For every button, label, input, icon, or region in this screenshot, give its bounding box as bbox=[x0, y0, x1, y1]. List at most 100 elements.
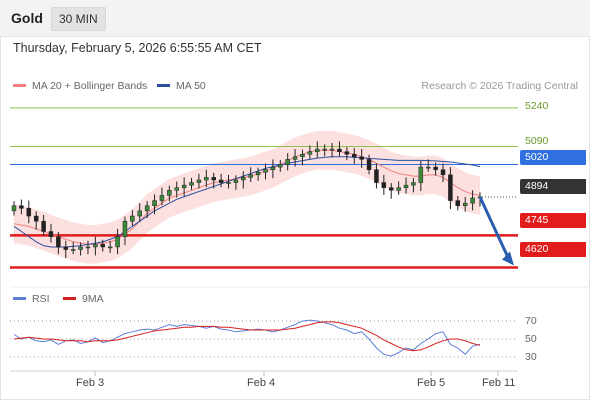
candle-body bbox=[255, 172, 261, 176]
candle-body bbox=[448, 174, 453, 201]
candle-body bbox=[322, 148, 327, 151]
legend-ma50-label: MA 50 bbox=[176, 80, 206, 92]
legend-ma20: MA 20 + Bollinger Bands bbox=[13, 80, 147, 92]
candle-body bbox=[107, 246, 113, 249]
candle-body bbox=[440, 169, 446, 176]
candle-body bbox=[174, 187, 179, 191]
rsi-ma-swatch bbox=[63, 296, 76, 300]
candle-body bbox=[300, 153, 305, 158]
candle-body bbox=[403, 184, 409, 188]
candle-body bbox=[285, 159, 290, 165]
candle-body bbox=[315, 148, 320, 152]
rsi-swatch bbox=[13, 296, 26, 300]
datetime-label: Thursday, February 5, 2026 6:55:55 AM CE… bbox=[13, 41, 262, 55]
candle-body bbox=[388, 187, 394, 191]
candle-body bbox=[11, 205, 17, 212]
header-bar: Gold 30 MIN bbox=[0, 0, 590, 37]
candle-body bbox=[196, 179, 202, 183]
candle-body bbox=[204, 177, 209, 181]
candle-body bbox=[307, 151, 313, 155]
candle-body bbox=[211, 177, 216, 181]
candle-body bbox=[366, 159, 372, 170]
candle-body bbox=[78, 246, 83, 250]
candle-body bbox=[189, 182, 194, 186]
candle-body bbox=[63, 246, 69, 250]
legend-rsi-label: RSI bbox=[32, 293, 50, 305]
rsi-level-30: 30 bbox=[525, 351, 537, 363]
candle-body bbox=[359, 156, 364, 160]
candle-body bbox=[167, 190, 172, 196]
candle-body bbox=[130, 215, 135, 222]
candle-body bbox=[374, 169, 379, 183]
candle-body bbox=[270, 166, 276, 170]
x-label-feb3: Feb 3 bbox=[76, 377, 105, 389]
rsi-ma-line bbox=[13, 321, 481, 352]
ma50-swatch bbox=[157, 83, 170, 87]
candle-body bbox=[329, 148, 335, 151]
candle-body bbox=[462, 202, 468, 206]
candle-body bbox=[181, 184, 187, 188]
candle-body bbox=[100, 244, 106, 248]
candle-body bbox=[137, 210, 142, 217]
candle-body bbox=[396, 187, 401, 191]
candle-body bbox=[411, 182, 416, 186]
rsi-level-70: 70 bbox=[525, 315, 537, 327]
candle-body bbox=[144, 205, 150, 212]
legend-rsi: RSI bbox=[13, 293, 50, 305]
candle-body bbox=[241, 177, 246, 181]
candle-body bbox=[337, 148, 342, 152]
candle-body bbox=[48, 231, 54, 237]
candle-body bbox=[278, 164, 283, 168]
candle-body bbox=[56, 236, 61, 248]
timeframe-button[interactable]: 30 MIN bbox=[51, 7, 106, 31]
candle-body bbox=[85, 246, 91, 249]
candle-body bbox=[70, 249, 76, 251]
candle-body bbox=[93, 244, 98, 248]
candle-body bbox=[152, 200, 157, 206]
ma20-swatch bbox=[13, 83, 26, 87]
forecast-arrow-shaft bbox=[478, 196, 511, 261]
candle-body bbox=[26, 208, 32, 217]
level-label-4620: 4620 bbox=[520, 242, 586, 257]
candle-body bbox=[159, 195, 165, 201]
ma50-line bbox=[13, 156, 481, 248]
candle-body bbox=[115, 236, 120, 248]
ma20-line bbox=[13, 149, 481, 245]
level-label-last-price: 4894 bbox=[520, 179, 586, 194]
forecast-arrow-head bbox=[502, 251, 514, 266]
legend-rsi-ma: 9MA bbox=[63, 293, 104, 305]
candle-body bbox=[218, 179, 224, 183]
x-label-feb5: Feb 5 bbox=[417, 377, 446, 389]
x-label-feb11: Feb 11 bbox=[482, 377, 516, 389]
legend-ma50: MA 50 bbox=[157, 80, 206, 92]
candle-body bbox=[248, 174, 253, 178]
candle-body bbox=[381, 182, 387, 188]
legend-rsi-ma-label: 9MA bbox=[82, 293, 104, 305]
level-label-4745: 4745 bbox=[520, 213, 586, 228]
candle-body bbox=[263, 169, 268, 173]
candle-body bbox=[352, 153, 357, 158]
candle-body bbox=[19, 205, 24, 209]
candle-body bbox=[122, 220, 128, 237]
x-label-feb4: Feb 4 bbox=[247, 377, 276, 389]
credit-label: Research © 2026 Trading Central bbox=[421, 80, 578, 92]
rsi-line bbox=[13, 319, 481, 357]
level-label-5240: 5240 bbox=[525, 100, 549, 112]
legend-ma20-label: MA 20 + Bollinger Bands bbox=[32, 80, 148, 92]
candle-body bbox=[455, 200, 461, 206]
instrument-title: Gold bbox=[11, 10, 43, 26]
candle-body bbox=[418, 166, 424, 183]
rsi-level-50: 50 bbox=[525, 333, 537, 345]
candle-body bbox=[41, 220, 46, 232]
candle-body bbox=[33, 215, 39, 222]
candle-body bbox=[470, 197, 475, 204]
candle-body bbox=[425, 166, 431, 169]
candle-body bbox=[233, 179, 239, 183]
level-label-5090: 5090 bbox=[525, 135, 549, 147]
candle-body bbox=[433, 166, 438, 170]
candle-body bbox=[226, 182, 231, 184]
level-label-5020: 5020 bbox=[520, 150, 586, 165]
candle-body bbox=[292, 156, 298, 160]
